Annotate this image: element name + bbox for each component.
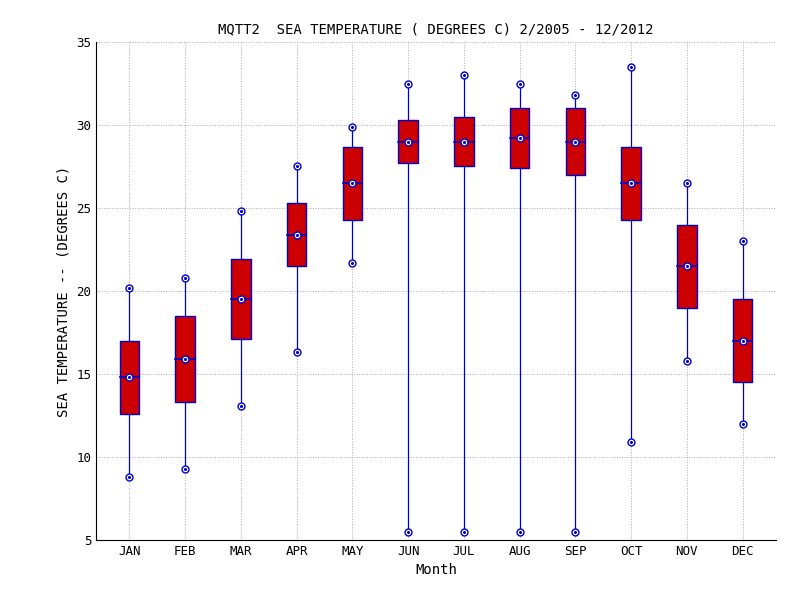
- X-axis label: Month: Month: [415, 563, 457, 577]
- Y-axis label: SEA TEMPERATURE -- (DEGREES C): SEA TEMPERATURE -- (DEGREES C): [57, 166, 70, 416]
- Bar: [622, 146, 641, 220]
- Bar: [733, 299, 752, 382]
- Title: MQTT2  SEA TEMPERATURE ( DEGREES C) 2/2005 - 12/2012: MQTT2 SEA TEMPERATURE ( DEGREES C) 2/200…: [218, 23, 654, 37]
- Bar: [677, 224, 697, 308]
- Bar: [342, 146, 362, 220]
- Bar: [510, 109, 530, 168]
- Bar: [120, 341, 139, 414]
- Bar: [287, 203, 306, 266]
- Bar: [398, 120, 418, 163]
- Bar: [454, 116, 474, 166]
- Bar: [231, 259, 250, 339]
- Bar: [175, 316, 195, 402]
- Bar: [566, 109, 585, 175]
